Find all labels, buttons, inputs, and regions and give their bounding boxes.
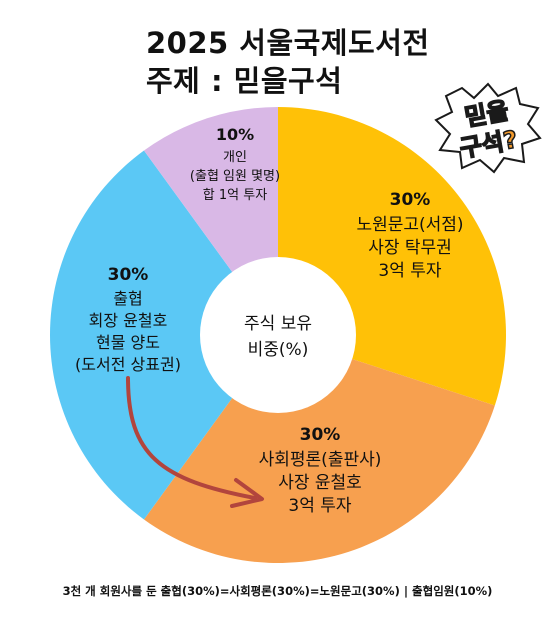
slice-4-line-2: (출협 임원 몇명) xyxy=(190,169,280,184)
title-line-2: 주제 : 믿을구석 xyxy=(146,64,343,98)
slice-2-line-3: 3억 투자 xyxy=(288,496,351,516)
pie-slice-3 xyxy=(49,150,279,520)
slice-2-line-2: 사장 윤철호 xyxy=(278,473,362,493)
slice-1-percent: 30% xyxy=(390,190,431,210)
center-label-line-2: 비중(%) xyxy=(248,340,309,360)
slice-3-line-1: 출협 xyxy=(113,289,142,308)
donut-hole xyxy=(200,257,356,413)
slice-1-line-2: 사장 탁무권 xyxy=(368,238,452,258)
slice-2-line-1: 사회평론(출판사) xyxy=(259,450,382,470)
annotation-arrow-head xyxy=(230,478,264,508)
title-line-1: 2025 서울국제도서전 xyxy=(146,26,430,60)
annotation-arrow-line xyxy=(126,376,257,500)
center-label-line-1: 주식 보유 xyxy=(244,314,312,334)
slice-1-line-1: 노원문고(서점) xyxy=(356,215,463,235)
footer-note: 3천 개 회원사를 둔 출협(30%)=사회평론(30%)=노원문고(30%) … xyxy=(62,584,493,598)
slice-4-line-1: 개인 xyxy=(223,150,247,165)
slice-3-line-3: 현물 양도 xyxy=(96,333,160,352)
slice-3-percent: 30% xyxy=(108,265,149,285)
slice-1-line-3: 3억 투자 xyxy=(378,261,441,281)
slice-4-line-3: 합 1억 투자 xyxy=(203,188,267,203)
believe-corner-badge: 믿을 구석? xyxy=(434,82,542,174)
slice-2-percent: 30% xyxy=(300,425,341,445)
badge-burst xyxy=(434,82,542,174)
slice-4-percent: 10% xyxy=(216,125,254,144)
slice-3-line-4: (도서전 상표권) xyxy=(75,355,181,374)
ownership-donut-chart: 30% 노원문고(서점) 사장 탁무권 3억 투자 30% 사회평론(출판사) 사장 윤철호… xyxy=(49,107,506,563)
slice-3-line-2: 회장 윤철호 xyxy=(89,311,168,330)
